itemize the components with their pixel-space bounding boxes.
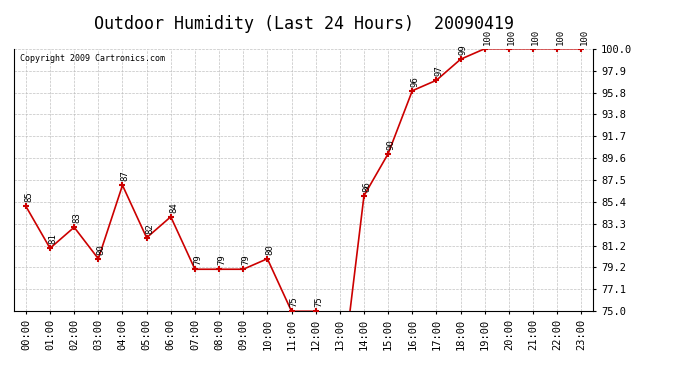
Text: 75: 75 [290, 296, 299, 307]
Text: 83: 83 [72, 212, 81, 223]
Text: 86: 86 [362, 181, 371, 192]
Text: 85: 85 [24, 191, 33, 202]
Text: Copyright 2009 Cartronics.com: Copyright 2009 Cartronics.com [19, 54, 165, 63]
Text: 79: 79 [217, 254, 226, 265]
Text: 96: 96 [411, 76, 420, 87]
Text: 100: 100 [507, 28, 516, 45]
Text: 87: 87 [121, 170, 130, 181]
Text: 67: 67 [0, 374, 1, 375]
Text: 100: 100 [531, 28, 540, 45]
Text: 100: 100 [483, 28, 492, 45]
Text: 100: 100 [580, 28, 589, 45]
Text: 75: 75 [314, 296, 323, 307]
Text: 84: 84 [169, 202, 178, 213]
Text: 80: 80 [97, 244, 106, 255]
Text: 82: 82 [145, 223, 154, 234]
Text: 80: 80 [266, 244, 275, 255]
Text: 81: 81 [48, 233, 57, 244]
Text: Outdoor Humidity (Last 24 Hours)  20090419: Outdoor Humidity (Last 24 Hours) 2009041… [94, 15, 513, 33]
Text: 79: 79 [241, 254, 250, 265]
Text: 97: 97 [435, 65, 444, 76]
Text: 79: 79 [193, 254, 202, 265]
Text: 100: 100 [555, 28, 564, 45]
Text: 90: 90 [386, 139, 395, 150]
Text: 99: 99 [459, 44, 468, 55]
